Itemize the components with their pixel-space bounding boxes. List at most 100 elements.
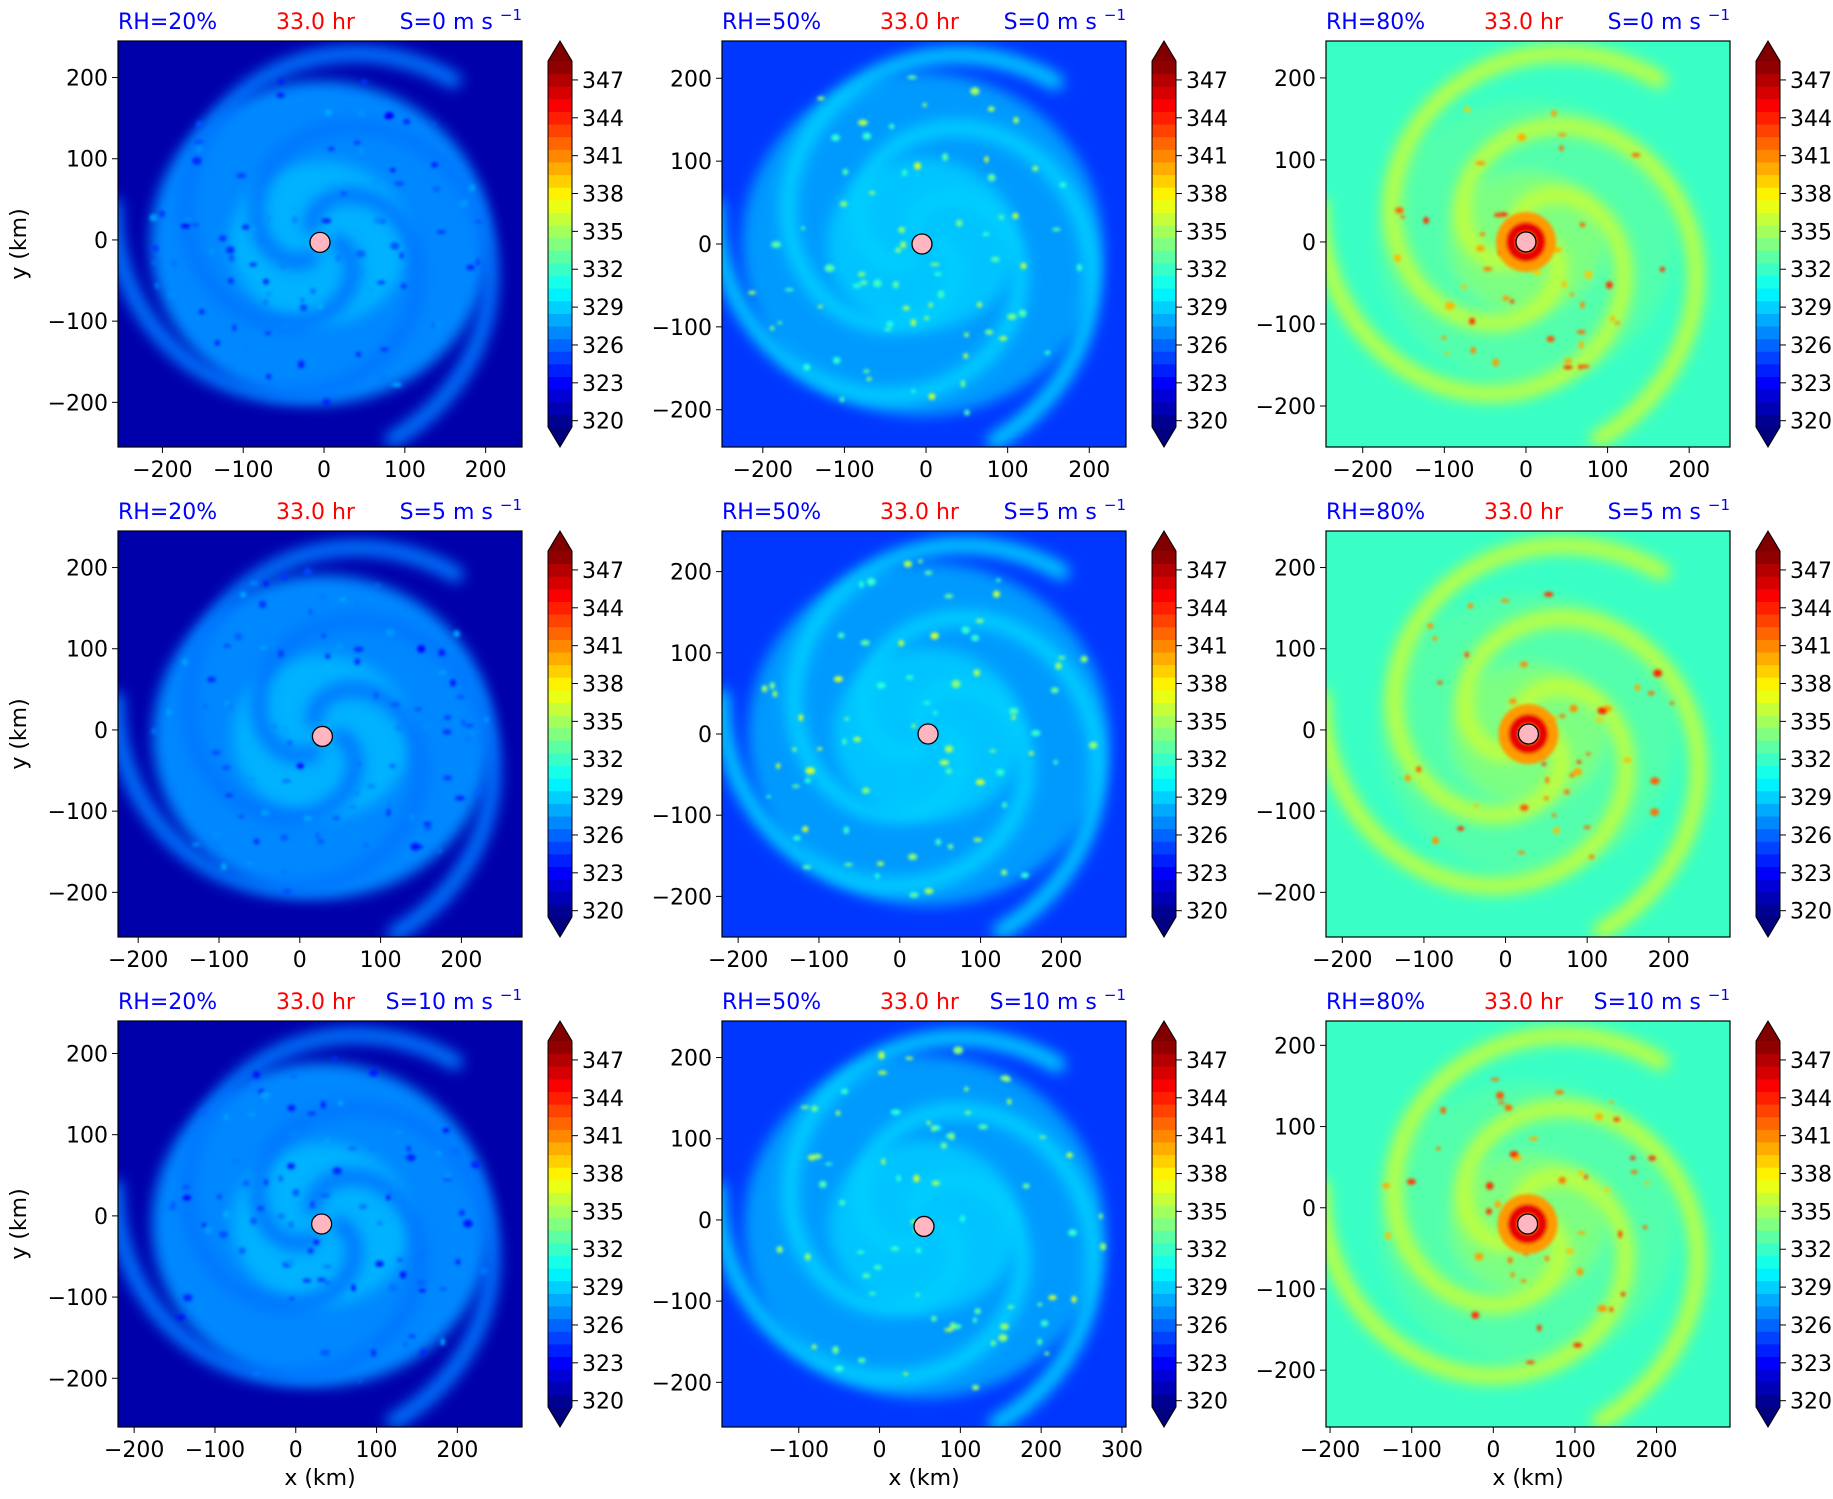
convective-cell bbox=[905, 1057, 913, 1060]
convective-cell bbox=[976, 779, 985, 785]
colorbar-tick-label: 332 bbox=[1186, 1238, 1228, 1263]
colorbar-segment bbox=[1152, 276, 1176, 289]
convective-cell bbox=[389, 1284, 398, 1292]
convective-cell bbox=[181, 223, 190, 228]
convective-cell bbox=[1573, 768, 1582, 775]
convective-cell bbox=[881, 1158, 885, 1164]
convective-cell bbox=[286, 1259, 294, 1266]
convective-cell bbox=[303, 816, 313, 820]
convective-cell bbox=[909, 892, 919, 898]
colorbar-segment bbox=[1756, 175, 1780, 188]
colorbar-segment bbox=[1152, 238, 1176, 251]
convective-cell bbox=[991, 1340, 996, 1346]
convective-cell bbox=[1053, 760, 1057, 765]
convective-cell bbox=[1624, 758, 1631, 763]
colorbar-segment bbox=[1756, 665, 1780, 678]
x-axis-label: x (km) bbox=[888, 1466, 959, 1491]
colorbar-segment bbox=[548, 1369, 572, 1382]
convective-cell bbox=[277, 1213, 285, 1219]
y-tick-label: 100 bbox=[1274, 638, 1316, 663]
x-tick-label: −100 bbox=[185, 1438, 245, 1463]
convective-cell bbox=[1041, 1320, 1049, 1326]
convective-cell bbox=[202, 1223, 206, 1228]
convective-cell bbox=[948, 844, 953, 849]
colorbar: 320 323 326 329 332 335 338 341 344 347 bbox=[1756, 531, 1832, 937]
convective-cell bbox=[431, 163, 438, 167]
convective-cell bbox=[1462, 284, 1467, 289]
colorbar-segment bbox=[1152, 766, 1176, 779]
colorbar-extend-bottom bbox=[1756, 427, 1780, 447]
x-tick-label: 200 bbox=[1020, 1438, 1062, 1463]
y-tick-label: −200 bbox=[48, 391, 108, 416]
convective-cell bbox=[308, 609, 313, 615]
convective-cell bbox=[1021, 872, 1029, 878]
shear-text: S=5 m s bbox=[1608, 500, 1708, 525]
x-tick-label: 100 bbox=[384, 458, 426, 483]
colorbar-segment bbox=[1756, 414, 1780, 427]
colorbar-segment bbox=[548, 124, 572, 137]
y-tick-label: 200 bbox=[66, 1042, 108, 1067]
x-tick-label: −100 bbox=[213, 458, 273, 483]
convective-cell bbox=[770, 326, 774, 331]
convective-cell bbox=[1071, 1296, 1076, 1303]
colorbar-segment bbox=[548, 564, 572, 577]
convective-cell bbox=[1553, 827, 1560, 834]
colorbar: 320 323 326 329 332 335 338 341 344 347 bbox=[548, 531, 624, 937]
colorbar-segment bbox=[1152, 1230, 1176, 1243]
convective-cell bbox=[313, 1239, 319, 1245]
convective-cell bbox=[443, 1128, 450, 1133]
colorbar-segment bbox=[548, 301, 572, 314]
colorbar-segment bbox=[1756, 263, 1780, 276]
convective-cell bbox=[1100, 1243, 1106, 1251]
convective-cell bbox=[438, 671, 446, 675]
convective-cell bbox=[212, 843, 219, 849]
shear-text: S=10 m s bbox=[1594, 990, 1708, 1015]
convective-cell bbox=[369, 1069, 378, 1076]
convective-cell bbox=[862, 788, 870, 794]
convective-cell bbox=[1436, 1147, 1440, 1151]
convective-cell bbox=[1492, 359, 1499, 367]
colorbar-tick-label: 329 bbox=[1790, 296, 1832, 321]
colorbar-segment bbox=[1756, 301, 1780, 314]
convective-cell bbox=[875, 873, 880, 879]
convective-cell bbox=[418, 1252, 427, 1256]
convective-cell bbox=[940, 760, 950, 766]
x-tick-label: 0 bbox=[1499, 948, 1513, 973]
convective-cell bbox=[900, 241, 906, 248]
convective-cell bbox=[390, 242, 399, 250]
shear-text: S=10 m s bbox=[990, 990, 1104, 1015]
convective-cell bbox=[1542, 762, 1547, 766]
x-tick-label: 300 bbox=[1101, 1438, 1143, 1463]
colorbar-segment bbox=[1152, 715, 1176, 728]
convective-cell bbox=[267, 641, 276, 644]
convective-cell bbox=[1580, 302, 1585, 309]
colorbar-segment bbox=[548, 740, 572, 753]
convective-cell bbox=[1566, 1249, 1574, 1254]
convective-cell bbox=[771, 241, 781, 248]
colorbar-segment bbox=[548, 288, 572, 301]
convective-cell bbox=[289, 1131, 299, 1136]
colorbar-segment bbox=[1152, 753, 1176, 766]
convective-cell bbox=[467, 265, 475, 270]
convective-cell bbox=[805, 767, 815, 774]
colorbar-segment bbox=[1756, 1129, 1780, 1142]
y-tick-label: 200 bbox=[1274, 67, 1316, 92]
colorbar-tick-label: 323 bbox=[582, 862, 624, 887]
colorbar-tick-label: 347 bbox=[1790, 1049, 1832, 1074]
convective-cell bbox=[320, 1350, 330, 1356]
colorbar-segment bbox=[1756, 614, 1780, 627]
convective-cell bbox=[1577, 760, 1582, 763]
colorbar-segment bbox=[1152, 1256, 1176, 1269]
colorbar-extend-top bbox=[1152, 41, 1176, 61]
colorbar-segment bbox=[1152, 414, 1176, 427]
convective-cell bbox=[1520, 805, 1529, 811]
convective-cell bbox=[1475, 1253, 1484, 1260]
colorbar-tick-label: 320 bbox=[582, 900, 624, 925]
colorbar-segment bbox=[1152, 1205, 1176, 1218]
convective-cell bbox=[439, 1288, 446, 1291]
x-tick-label: 100 bbox=[939, 1438, 981, 1463]
x-axis-label: x (km) bbox=[1492, 1466, 1563, 1491]
colorbar-segment bbox=[1756, 728, 1780, 741]
colorbar-segment bbox=[548, 1054, 572, 1067]
colorbar-tick-label: 338 bbox=[582, 183, 624, 208]
